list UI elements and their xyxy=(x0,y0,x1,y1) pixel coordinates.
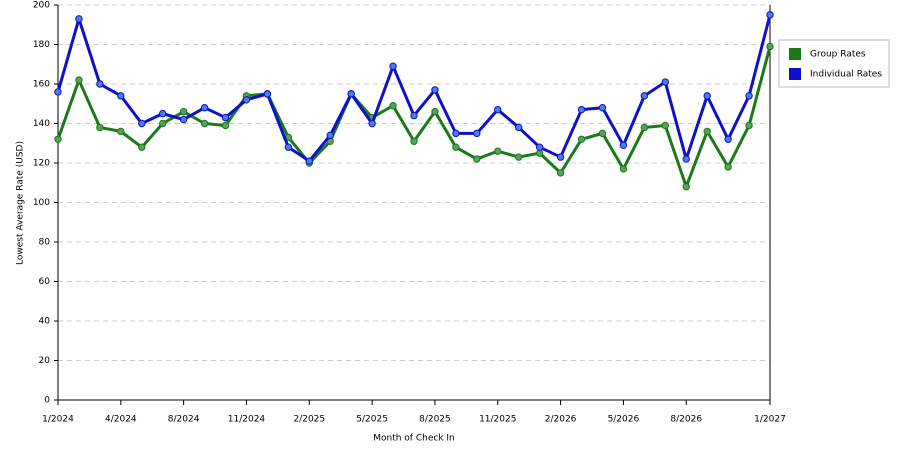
point xyxy=(326,131,334,140)
point xyxy=(75,15,83,23)
point xyxy=(682,155,690,163)
y-tick-label: 100 xyxy=(33,198,50,208)
y-tick-label: 180 xyxy=(33,40,50,50)
point xyxy=(431,86,439,94)
point xyxy=(745,121,753,130)
x-tick-label: 4/2024 xyxy=(105,415,137,425)
point xyxy=(117,92,125,100)
x-tick-label: 8/2024 xyxy=(168,415,200,425)
point xyxy=(221,113,230,122)
point xyxy=(200,119,209,128)
point xyxy=(200,104,209,112)
point xyxy=(640,92,649,100)
point xyxy=(619,165,628,173)
point xyxy=(389,102,397,110)
point xyxy=(179,107,188,116)
legend-label: Group Rates xyxy=(810,50,866,60)
legend-swatch xyxy=(789,68,801,80)
y-tick-label: 40 xyxy=(39,317,51,327)
point xyxy=(766,42,774,51)
point xyxy=(661,121,669,130)
y-axis-label: Lowest Average Rate (USD) xyxy=(16,141,26,265)
point xyxy=(577,135,586,144)
point xyxy=(724,135,732,144)
x-tick-label: 1/2027 xyxy=(754,415,786,425)
point xyxy=(494,147,502,155)
y-tick-label: 0 xyxy=(44,396,50,406)
x-tick-label: 11/2024 xyxy=(228,415,266,425)
point xyxy=(452,129,460,138)
point xyxy=(515,153,523,161)
point xyxy=(556,169,565,177)
point xyxy=(410,137,418,145)
x-tick-label: 8/2025 xyxy=(419,415,451,425)
point xyxy=(75,76,83,84)
y-tick-label: 20 xyxy=(39,356,51,366)
x-axis-label: Month of Check In xyxy=(373,434,455,444)
point xyxy=(494,105,502,114)
y-tick-label: 120 xyxy=(33,159,50,169)
point xyxy=(242,96,251,104)
point xyxy=(703,92,711,100)
point xyxy=(515,123,523,132)
point xyxy=(138,143,146,151)
x-tick-label: 5/2025 xyxy=(356,415,388,425)
legend-label: Individual Rates xyxy=(810,70,882,80)
point xyxy=(368,119,376,128)
point xyxy=(745,92,753,100)
legend-swatch xyxy=(789,48,801,60)
point xyxy=(598,104,607,112)
point xyxy=(221,121,230,130)
point xyxy=(179,115,188,124)
x-tick-label: 8/2026 xyxy=(670,415,702,425)
point xyxy=(640,123,649,132)
point xyxy=(703,127,711,136)
y-tick-label: 160 xyxy=(33,80,50,90)
point xyxy=(284,143,293,151)
point xyxy=(473,129,481,138)
y-tick-label: 80 xyxy=(39,238,51,248)
point xyxy=(159,119,167,128)
x-tick-label: 11/2025 xyxy=(479,415,516,425)
point xyxy=(54,88,62,96)
point xyxy=(305,157,313,165)
point xyxy=(347,90,355,98)
point xyxy=(117,127,125,136)
point xyxy=(661,78,669,86)
x-tick-label: 2/2026 xyxy=(545,415,577,425)
point xyxy=(556,153,565,161)
y-tick-label: 140 xyxy=(33,119,50,129)
x-tick-label: 5/2026 xyxy=(608,415,640,425)
point xyxy=(96,123,104,132)
point xyxy=(724,163,732,171)
point xyxy=(682,183,690,191)
y-tick-label: 60 xyxy=(39,277,51,287)
point xyxy=(473,155,481,163)
x-tick-label: 1/2024 xyxy=(42,415,74,425)
point xyxy=(619,141,628,149)
point xyxy=(54,135,62,144)
point xyxy=(431,107,439,116)
point xyxy=(389,62,397,70)
point xyxy=(159,109,167,118)
point xyxy=(138,119,146,128)
point xyxy=(263,90,272,98)
point xyxy=(96,80,104,88)
point xyxy=(535,143,544,151)
point xyxy=(410,111,418,120)
point xyxy=(452,143,460,151)
point xyxy=(598,129,607,138)
point xyxy=(577,105,586,114)
point xyxy=(766,11,774,19)
y-tick-label: 200 xyxy=(33,1,50,11)
x-tick-label: 2/2025 xyxy=(293,415,325,425)
